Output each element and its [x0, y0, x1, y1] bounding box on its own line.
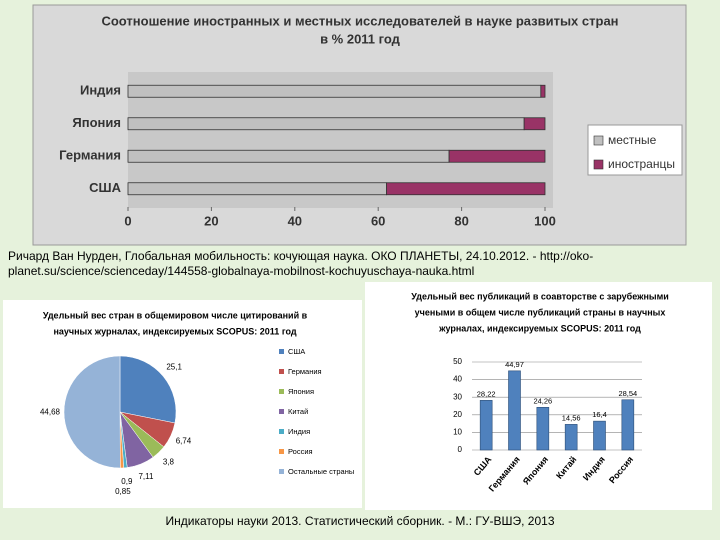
footer: Индикаторы науки 2013. Статистический сб… [165, 514, 554, 528]
bar-segment [127, 149, 450, 163]
legend-swatch [279, 469, 284, 474]
legend-label: Индия [288, 427, 310, 436]
data-label: 0,85 [115, 487, 131, 496]
pie-slice [63, 355, 121, 469]
x-tick-label: 0 [124, 213, 131, 228]
data-label: 6,74 [176, 437, 192, 446]
x-tick-label: 20 [204, 213, 218, 228]
data-label: 28,54 [618, 389, 637, 398]
x-tick-label: 80 [454, 213, 468, 228]
chart-title: учеными в общем числе публикаций страны … [415, 307, 666, 317]
y-tick-label: 40 [453, 375, 462, 384]
bar-segment [127, 182, 387, 196]
bar-segment [127, 117, 525, 131]
legend-swatch [279, 389, 284, 394]
y-tick-label: Индия [80, 83, 121, 98]
legend-swatch [279, 449, 284, 454]
data-label: 28,22 [477, 389, 496, 398]
data-label: 44,68 [40, 407, 61, 416]
bar-segment [523, 117, 546, 131]
y-tick-label: 10 [453, 428, 462, 437]
legend-swatch [279, 369, 284, 374]
bar [564, 424, 578, 451]
legend-label: Россия [288, 447, 313, 456]
y-tick-label: 20 [453, 410, 462, 419]
chart-title: журналах, индексируемых SCOPUS: 2011 год [438, 323, 641, 333]
x-tick-label: 100 [534, 213, 556, 228]
legend-label: Германия [288, 367, 322, 376]
data-label: 24,26 [533, 396, 552, 405]
bar [479, 400, 493, 451]
legend-label: США [288, 347, 305, 356]
legend-swatch [279, 409, 284, 414]
pie-slice [119, 355, 177, 424]
legend-label: иностранцы [608, 157, 675, 171]
bar-segment [448, 149, 546, 163]
legend-label: Остальные страны [288, 467, 354, 476]
source-note: Ричард Ван Нурден, Глобальная мобильност… [8, 249, 593, 263]
legend-swatch [593, 159, 604, 170]
bar-panel [365, 282, 712, 510]
pie-panel [3, 300, 362, 508]
bar [536, 407, 550, 451]
bar [508, 370, 521, 451]
legend-label: местные [608, 133, 657, 147]
source-note: planet.su/science/scienceday/144558-glob… [8, 264, 474, 278]
bar-segment [127, 84, 542, 98]
y-tick-label: 50 [453, 357, 462, 366]
chart-title: научных журналах, индексируемых SCOPUS: … [53, 326, 296, 336]
data-label: 7,11 [138, 472, 154, 481]
y-tick-label: 30 [453, 392, 462, 401]
chart-title: в % 2011 год [320, 31, 401, 46]
bar [593, 420, 606, 451]
data-label: 25,1 [166, 363, 182, 372]
data-label: 44,97 [505, 360, 524, 369]
y-tick-label: Германия [59, 148, 121, 163]
y-tick-label: 0 [458, 445, 463, 454]
data-label: 0,9 [121, 477, 133, 486]
chart-title: Соотношение иностранных и местных исслед… [101, 13, 618, 28]
legend-swatch [593, 135, 604, 146]
data-label: 14,56 [562, 413, 581, 422]
chart-title: Удельный вес стран в общемировом числе ц… [43, 310, 308, 320]
bar [621, 399, 635, 451]
y-tick-label: США [89, 180, 121, 195]
x-tick-label: 40 [288, 213, 302, 228]
data-label: 3,8 [163, 458, 175, 467]
legend-swatch [279, 429, 284, 434]
data-label: 16,4 [592, 410, 607, 419]
bar-segment [540, 84, 546, 98]
bar-segment [386, 182, 546, 196]
legend-swatch [279, 349, 284, 354]
chart-title: Удельный вес публикаций в соавторстве с … [411, 291, 669, 301]
legend-label: Китай [288, 407, 308, 416]
x-tick-label: 60 [371, 213, 385, 228]
legend-label: Япония [288, 387, 314, 396]
y-tick-label: Япония [72, 115, 121, 130]
legend-box [587, 124, 683, 176]
